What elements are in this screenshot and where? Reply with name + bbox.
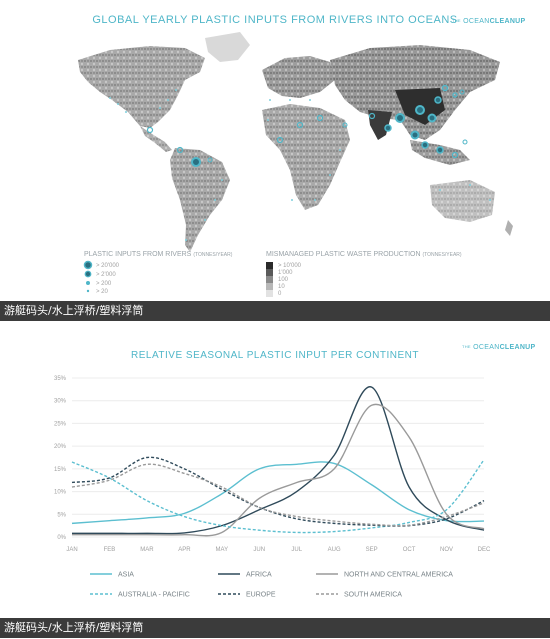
legend-waste: MISMANAGED PLASTIC WASTE PRODUCTION (TON…	[266, 251, 462, 297]
caption-bar-top: 游艇码头/水上浮桥/塑料浮筒	[0, 301, 550, 321]
legend-label: SOUTH AMERICA	[344, 592, 402, 599]
series-line-europe	[71, 456, 485, 527]
chart-panel: THE OCEANCLEANUP RELATIVE SEASONAL PLAST…	[0, 322, 550, 622]
x-tick-label: SEP	[366, 547, 378, 553]
legend-circle-xl	[83, 260, 93, 270]
y-tick-label: 0%	[57, 535, 66, 541]
seasonal-line-chart: 0% 5% 10% 15% 20% 25% 30% 35% JAN FEB MAR APR MAY JUN…	[54, 376, 491, 599]
series-line-south-america	[71, 463, 485, 527]
continent-central-america	[140, 126, 172, 152]
chart-title: RELATIVE SEASONAL PLASTIC INPUT PER CONT…	[131, 350, 419, 361]
x-tick-label: JUL	[291, 547, 302, 553]
legend-waste-item: 0	[278, 291, 282, 297]
legend-rivers-item: > 2'000	[96, 272, 116, 278]
river-input-markers	[146, 84, 468, 167]
x-tick-label: JAN	[66, 547, 77, 553]
brand-logo-bottom: THE OCEANCLEANUP	[462, 344, 536, 351]
x-tick-label: JUN	[253, 547, 265, 553]
series-line-asia	[71, 461, 485, 525]
brand-logo-top: THE OCEANCLEANUP	[452, 18, 526, 25]
legend-rivers: PLASTIC INPUTS FROM RIVERS (TONNES/YEAR)…	[83, 251, 233, 295]
coastline-dots	[109, 89, 491, 241]
x-tick-label: MAR	[140, 547, 154, 553]
legend-rivers-item: > 20	[96, 289, 109, 295]
x-tick-label: OCT	[403, 547, 416, 553]
legend-circle-lg	[84, 270, 92, 278]
y-tick-label: 20%	[54, 444, 67, 450]
map-title: GLOBAL YEARLY PLASTIC INPUTS FROM RIVERS…	[92, 14, 458, 26]
y-tick-label: 15%	[54, 467, 67, 473]
y-tick-label: 30%	[54, 399, 67, 405]
caption-bar-bottom: 游艇码头/水上浮桥/塑料浮筒	[0, 618, 550, 638]
continent-australia	[430, 180, 495, 222]
y-tick-label: 5%	[57, 512, 66, 518]
legend-waste-item: 10	[278, 284, 285, 290]
y-tick-label: 10%	[54, 490, 67, 496]
continent-south-america	[170, 148, 230, 252]
continent-greenland	[205, 32, 250, 62]
legend-rivers-item: > 20'000	[96, 263, 120, 269]
legend-waste-item: 1'000	[278, 270, 293, 276]
legend-label: AUSTRALIA - PACIFIC	[118, 592, 190, 599]
series-line-australia-pacific	[71, 459, 485, 534]
x-tick-label: AUG	[328, 547, 341, 553]
legend-waste-item: > 10'000	[278, 263, 302, 269]
continent-north-america	[78, 46, 205, 128]
y-tick-label: 25%	[54, 421, 67, 427]
x-tick-label: DEC	[478, 547, 491, 553]
legend-circle-sm	[86, 289, 90, 293]
series-line-africa	[71, 386, 485, 535]
y-tick-label: 35%	[54, 376, 67, 382]
series-line-north-and-central-america	[72, 403, 485, 537]
region-new-zealand	[505, 220, 513, 236]
legend-label: AFRICA	[246, 572, 272, 579]
legend-label: NORTH AND CENTRAL AMERICA	[344, 572, 453, 579]
legend-circle-md	[86, 281, 90, 285]
legend-rivers-title: PLASTIC INPUTS FROM RIVERS (TONNES/YEAR)	[84, 251, 233, 258]
continent-europe	[262, 56, 335, 98]
x-tick-label: MAY	[216, 547, 229, 553]
legend-waste-title: MISMANAGED PLASTIC WASTE PRODUCTION (TON…	[266, 251, 462, 258]
legend-label: EUROPE	[246, 592, 276, 599]
x-tick-label: APR	[178, 547, 191, 553]
world-map: PLASTIC INPUTS FROM RIVERS (TONNES/YEAR)…	[78, 32, 513, 297]
legend-label: ASIA	[118, 572, 134, 579]
legend-waste-item: 100	[278, 277, 289, 283]
x-tick-label: NOV	[440, 547, 453, 553]
x-tick-label: FEB	[104, 547, 116, 553]
legend-rivers-item: > 200	[96, 281, 112, 287]
map-panel: GLOBAL YEARLY PLASTIC INPUTS FROM RIVERS…	[0, 0, 550, 303]
continent-africa	[262, 104, 350, 210]
